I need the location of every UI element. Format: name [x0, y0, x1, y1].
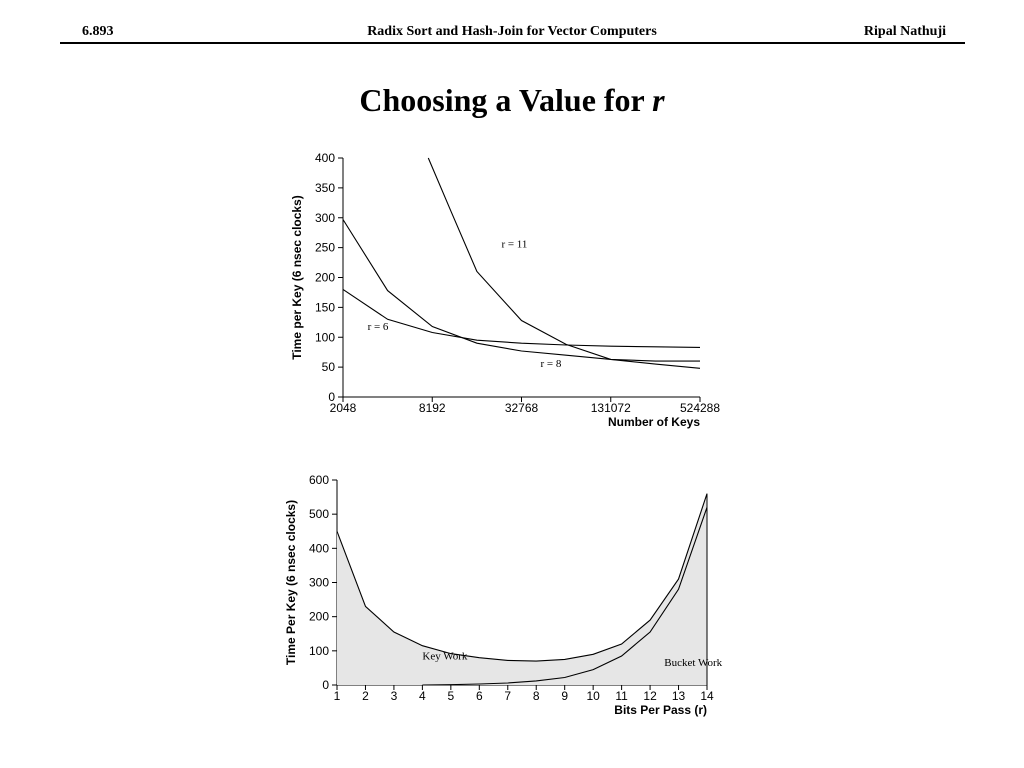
- x-axis-title: Number of Keys: [608, 415, 700, 429]
- y-tick-label: 400: [315, 151, 335, 165]
- x-tick-label: 7: [504, 689, 511, 703]
- x-tick-label: 13: [672, 689, 686, 703]
- y-axis-title: Time Per Key (6 nsec clocks): [284, 500, 298, 665]
- x-axis-title: Bits Per Pass (r): [614, 703, 707, 717]
- header-author: Ripal Nathuji: [863, 24, 946, 39]
- x-tick-label: 10: [586, 689, 600, 703]
- x-tick-label: 12: [643, 689, 657, 703]
- series-line-r-6: [342, 288, 701, 348]
- x-tick-label: 5: [448, 689, 455, 703]
- work-area-fill: [337, 493, 707, 685]
- x-tick-label: 11: [615, 689, 628, 703]
- series-label: r = 8: [540, 358, 561, 370]
- slide-title: Choosing a Value for r: [0, 82, 1024, 119]
- y-tick-label: 100: [309, 644, 329, 658]
- y-tick-label: 50: [322, 360, 336, 374]
- chart-1: 0 50 100 150 200 250 300 350 400 2048 8192 32768 131…: [290, 151, 720, 429]
- x-tick-label: 4: [419, 689, 426, 703]
- header-course-number: 6.893: [82, 24, 114, 39]
- series-label: Key Work: [422, 650, 468, 662]
- x-tick-label: 524288: [680, 401, 720, 415]
- series-line-bucket-work: [422, 507, 708, 686]
- header-rule: [60, 42, 965, 44]
- y-tick-label: 300: [309, 576, 329, 590]
- x-tick-label: 8: [533, 689, 540, 703]
- x-tick-label: 3: [391, 689, 398, 703]
- x-tick-label: 131072: [591, 401, 631, 415]
- y-tick-label: 0: [322, 678, 329, 692]
- x-tick-label: 2048: [330, 401, 357, 415]
- y-tick-label: 200: [309, 610, 329, 624]
- slide-title-variable: r: [652, 82, 665, 118]
- x-tick-label: 1: [334, 689, 341, 703]
- y-tick-label: 400: [309, 541, 329, 555]
- series-line-r-11: [427, 157, 701, 369]
- series-label: r = 6: [368, 321, 389, 333]
- header-talk-title: Radix Sort and Hash-Join for Vector Comp…: [367, 24, 657, 39]
- y-axis-title: Time per Key (6 nsec clocks): [290, 195, 304, 360]
- x-tick-label: 32768: [505, 401, 539, 415]
- y-tick-label: 0: [328, 390, 335, 404]
- series-label: Bucket Work: [664, 657, 722, 669]
- y-tick-label: 200: [315, 271, 335, 285]
- x-tick-label: 2: [362, 689, 369, 703]
- x-tick-label: 9: [561, 689, 568, 703]
- x-tick-label: 14: [700, 689, 714, 703]
- series-line-key-work: [336, 493, 708, 662]
- y-tick-label: 250: [315, 241, 335, 255]
- y-tick-label: 500: [309, 507, 329, 521]
- y-tick-label: 600: [309, 473, 329, 487]
- slide-title-text: Choosing a Value for: [359, 82, 653, 118]
- y-tick-label: 150: [315, 300, 335, 314]
- y-tick-label: 100: [315, 330, 335, 344]
- series-line-r-8: [342, 219, 700, 362]
- y-tick-label: 350: [315, 181, 335, 195]
- x-tick-label: 6: [476, 689, 483, 703]
- x-tick-label: 8192: [419, 401, 446, 415]
- y-tick-label: 300: [315, 211, 335, 225]
- series-label: r = 11: [501, 239, 527, 251]
